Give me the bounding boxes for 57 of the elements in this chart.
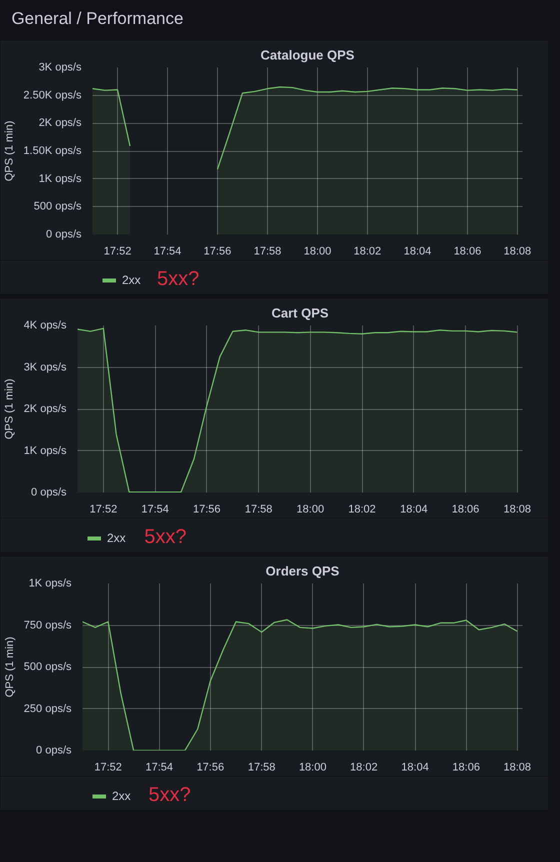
text: 5xx? [144,526,186,548]
y-tick-label: 4K ops/s [24,320,67,332]
x-tick-label: 18:02 [354,246,382,258]
y-tick-label: 1K ops/s [24,444,67,457]
y-tick-label: 2K ops/s [24,403,67,415]
x-tick-label: 18:00 [296,504,324,516]
x-tick-label: 18:02 [350,762,378,774]
y-tick-label: 0 ops/s [36,744,72,756]
y-axis-title: QPS (1 min) [4,378,16,440]
chart-title: Catalogue QPS [260,48,355,62]
x-tick-label: 18:00 [298,762,326,774]
x-tick-label: 17:58 [254,246,282,258]
x-tick-label: 17:56 [196,762,224,774]
y-tick-label: 1K ops/s [28,578,72,590]
y-tick-label: 0 ops/s [46,228,82,240]
y-tick-label: 3K ops/s [38,62,82,74]
x-tick-label: 18:06 [452,504,480,516]
x-tick-label: 17:56 [193,504,221,516]
legend-label: 2xx [112,789,132,803]
y-tick-label: 1.50K ops/s [23,145,82,157]
x-tick-label: 17:52 [90,504,118,516]
text: 5xx? [148,784,191,806]
y-axis-title: QPS (1 min) [3,120,16,182]
x-tick-label: 17:56 [204,246,232,258]
x-tick-label: 17:54 [154,246,182,258]
text: 5xx? [157,268,200,290]
x-tick-label: 18:00 [304,246,332,258]
x-tick-label: 18:04 [400,504,428,516]
x-tick-label: 18:08 [503,504,531,516]
x-tick-label: 18:08 [504,762,532,774]
x-tick-label: 18:06 [452,762,480,774]
legend-label: 2xx [107,531,127,545]
x-tick-label: 17:58 [244,504,272,516]
chart-title: Orders QPS [266,564,340,578]
chart-title: Cart QPS [271,306,329,320]
y-tick-label: 500 ops/s [24,661,72,673]
y-tick-label: 3K ops/s [24,361,67,374]
y-tick-label: 500 ops/s [34,200,82,213]
y-tick-label: 750 ops/s [24,619,72,632]
x-tick-label: 18:02 [348,504,376,516]
x-tick-label: 17:58 [248,762,276,774]
y-tick-label: 250 ops/s [24,702,72,715]
y-tick-label: 2.50K ops/s [23,89,82,102]
x-tick-label: 18:06 [454,246,482,258]
x-tick-label: 17:54 [145,762,174,774]
text: General / Performance [11,9,184,28]
y-axis-title: QPS (1 min) [4,636,16,698]
x-tick-label: 17:52 [94,762,122,774]
legend-label: 2xx [122,273,142,287]
y-tick-label: 1K ops/s [38,172,82,185]
x-tick-label: 17:52 [104,246,132,258]
y-tick-label: 0 ops/s [31,486,67,498]
x-tick-label: 18:08 [504,246,532,258]
y-tick-label: 2K ops/s [38,117,82,130]
x-tick-label: 17:54 [141,504,169,516]
x-tick-label: 18:04 [401,762,429,774]
x-tick-label: 18:04 [404,246,432,258]
